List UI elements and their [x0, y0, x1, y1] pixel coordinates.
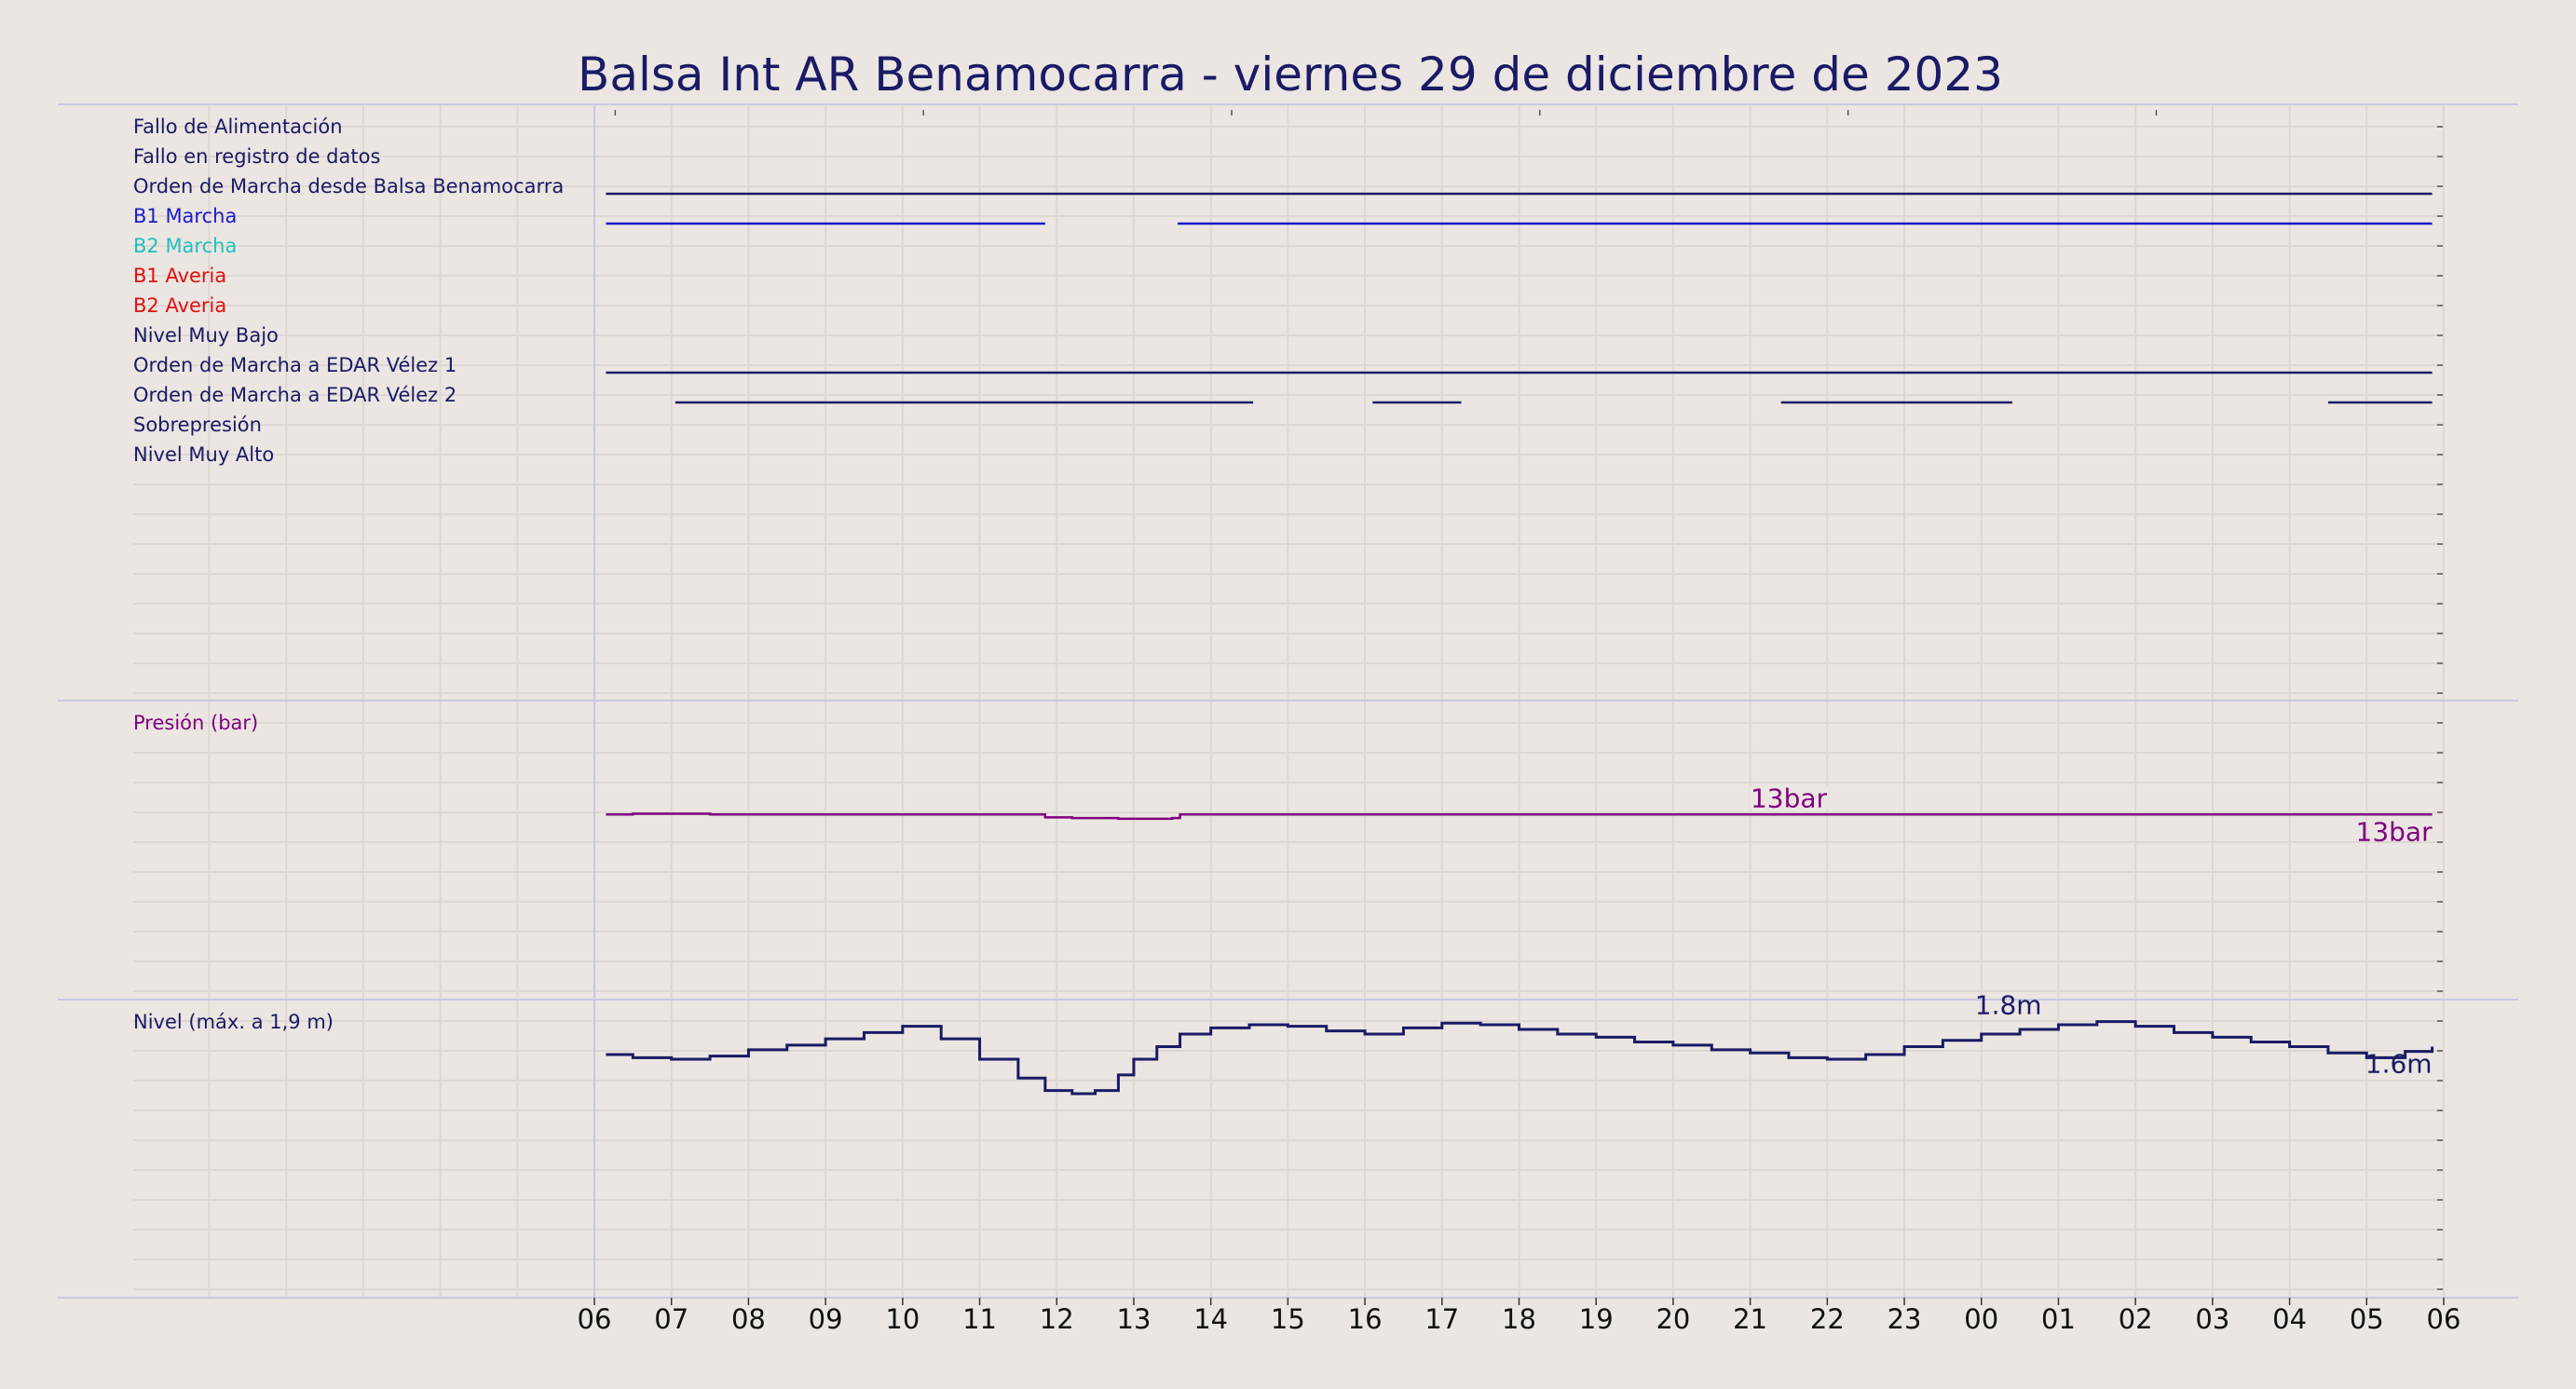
- x-tick-label: 08: [731, 1303, 766, 1335]
- signal-label: Fallo de Alimentación: [133, 116, 343, 138]
- signal-label: Nivel Muy Bajo: [133, 324, 279, 347]
- x-tick-label: 22: [1810, 1303, 1845, 1335]
- x-tick-label: 03: [2195, 1303, 2229, 1335]
- level-panel: Nivel (máx. a 1,9 m) 1.8m 1.6m: [133, 990, 2434, 1096]
- x-tick-label: 06: [2427, 1303, 2461, 1335]
- x-tick-label: 10: [885, 1303, 920, 1335]
- x-tick-label: 14: [1193, 1303, 1228, 1335]
- x-tick-label: 02: [2119, 1303, 2153, 1335]
- pressure-annotation: 13bar: [1751, 783, 1828, 813]
- level-annotation: 1.6m: [2365, 1049, 2433, 1080]
- x-tick-label: 12: [1040, 1303, 1074, 1335]
- x-tick-label: 20: [1656, 1303, 1690, 1335]
- x-tick-label: 01: [2041, 1303, 2076, 1335]
- signal-label: Sobrepresión: [133, 414, 262, 436]
- signal-label: Orden de Marcha a EDAR Vélez 1: [133, 354, 457, 376]
- x-tick-label: 13: [1117, 1303, 1152, 1335]
- pressure-annotation: 13bar: [2356, 816, 2433, 847]
- x-tick-label: 23: [1888, 1303, 1922, 1335]
- x-tick-label: 06: [578, 1303, 612, 1335]
- signal-label: B1 Marcha: [133, 205, 237, 227]
- x-tick-label: 07: [654, 1303, 688, 1335]
- signal-label: Orden de Marcha desde Balsa Benamocarra: [133, 175, 564, 197]
- signal-label: Fallo en registro de datos: [133, 145, 380, 168]
- x-tick-label: 18: [1502, 1303, 1536, 1335]
- x-tick-label: 05: [2350, 1303, 2384, 1335]
- x-tick-label: 19: [1579, 1303, 1614, 1335]
- x-tick-label: 17: [1424, 1303, 1459, 1335]
- x-tick-label: 21: [1733, 1303, 1767, 1335]
- level-label: Nivel (máx. a 1,9 m): [133, 1011, 334, 1033]
- x-tick-label: 00: [1964, 1303, 1998, 1335]
- signal-label: Nivel Muy Alto: [133, 443, 274, 466]
- x-tick-label: 16: [1348, 1303, 1383, 1335]
- level-annotation: 1.8m: [1975, 990, 2042, 1021]
- pressure-label: Presión (bar): [133, 712, 258, 734]
- chart-title: Balsa Int AR Benamocarra - viernes 29 de…: [578, 48, 2003, 102]
- x-tick-label: 04: [2272, 1303, 2307, 1335]
- annotation-background: [1749, 786, 1828, 810]
- pressure-panel: Presión (bar) 13bar 13bar: [133, 712, 2433, 847]
- digital-panel: Fallo de Alimentación Fallo en registro d…: [133, 116, 2433, 466]
- x-tick-label: 11: [962, 1303, 997, 1335]
- x-tick-label: 09: [809, 1303, 843, 1335]
- pressure-series-line: [606, 812, 2433, 821]
- x-axis: 06 07 08 09 10 11 12 13 14 15 16 17 18 19 20 21 22 23 00 01…: [578, 1298, 2461, 1335]
- signal-label: B1 Averia: [133, 265, 226, 287]
- signal-label: Orden de Marcha a EDAR Vélez 2: [133, 384, 457, 406]
- signal-label: B2 Marcha: [133, 235, 237, 257]
- x-tick-label: 15: [1271, 1303, 1305, 1335]
- signal-label: B2 Averia: [133, 294, 226, 317]
- level-series-line: [606, 1020, 2434, 1096]
